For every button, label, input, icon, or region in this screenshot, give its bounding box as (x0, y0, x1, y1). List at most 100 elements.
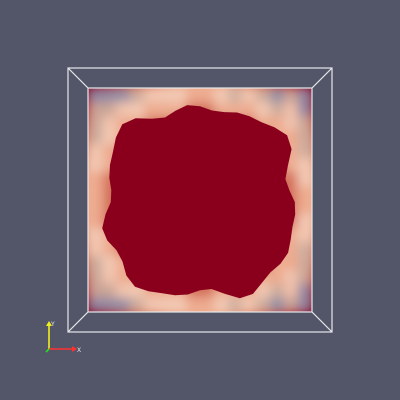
field-core (102, 105, 296, 299)
outline-edge-bl (67, 311, 89, 333)
field-cell (88, 284, 102, 298)
field-cell (284, 270, 298, 284)
field-cell (270, 298, 284, 312)
field-cell (284, 116, 298, 130)
field-cell (88, 242, 102, 256)
field-cell (102, 88, 116, 102)
field-cell (270, 284, 284, 298)
field-cell (102, 102, 116, 116)
field-cell (88, 256, 102, 270)
field-cell (130, 88, 144, 102)
field-cell (172, 88, 186, 102)
field-cell (200, 298, 214, 312)
field-cell (298, 228, 312, 242)
field-cell (144, 88, 158, 102)
field-cell (88, 186, 102, 200)
outline-front-face (67, 67, 333, 333)
field-cell (158, 88, 172, 102)
outline-back-face (87, 87, 313, 313)
field-cell (298, 158, 312, 172)
field-cell (88, 200, 102, 214)
field-cell (158, 102, 172, 116)
field-cell (102, 256, 116, 270)
field-cell (200, 88, 214, 102)
field-cell (298, 256, 312, 270)
field-cell (298, 214, 312, 228)
outline-edge-tl (67, 67, 89, 89)
field-cell (130, 298, 144, 312)
field-cell (144, 102, 158, 116)
field-cell (284, 172, 298, 186)
field-cell (214, 298, 228, 312)
field-cell (270, 116, 284, 130)
field-cell (256, 298, 270, 312)
field-cell (284, 88, 298, 102)
field-cell (88, 158, 102, 172)
field-cell (116, 102, 130, 116)
field-cell (102, 284, 116, 298)
field-cell (242, 88, 256, 102)
field-cell (102, 298, 116, 312)
field-cell (284, 102, 298, 116)
orientation-axes-widget: Y X (45, 321, 81, 354)
field-cell (298, 116, 312, 130)
field-cell (88, 270, 102, 284)
field-cell (186, 298, 200, 312)
field-cell (256, 284, 270, 298)
field-cell (88, 88, 102, 102)
field-cell (214, 88, 228, 102)
field-cell (298, 186, 312, 200)
field-cell (186, 88, 200, 102)
field-cell (228, 298, 242, 312)
outline-edge-br (311, 311, 333, 333)
field-cell (242, 298, 256, 312)
field-cell (116, 88, 130, 102)
field-cell (88, 144, 102, 158)
x-axis-arrow-icon (72, 346, 77, 352)
outline-edge-tr (311, 67, 333, 89)
field-cell (270, 102, 284, 116)
field-cell (116, 284, 130, 298)
field-cell (88, 130, 102, 144)
y-axis-glyph: Y (50, 321, 55, 328)
field-cell (284, 256, 298, 270)
field-cell (116, 298, 130, 312)
field-cell (256, 88, 270, 102)
z-axis-line (45, 348, 50, 353)
x-axis-glyph: X (77, 347, 81, 354)
field-cell (298, 172, 312, 186)
field-cell (298, 102, 312, 116)
field-cell (284, 298, 298, 312)
field-cell (172, 298, 186, 312)
bounding-box-outline (67, 67, 333, 333)
field-cell (88, 116, 102, 130)
field-cell (88, 298, 102, 312)
field-cell (256, 102, 270, 116)
field-cell (102, 130, 116, 144)
field-cell (144, 298, 158, 312)
field-cell (102, 116, 116, 130)
field-cell (158, 298, 172, 312)
field-cell (88, 102, 102, 116)
field-cell (284, 284, 298, 298)
y-axis-arrow-icon (46, 321, 52, 326)
field-cell (88, 228, 102, 242)
field-cell (298, 298, 312, 312)
field-cell (88, 214, 102, 228)
field-cell (298, 242, 312, 256)
field-cell (270, 270, 284, 284)
field-cell (242, 102, 256, 116)
field-cell (228, 88, 242, 102)
field-cell (298, 144, 312, 158)
field-cell (298, 200, 312, 214)
field-cell (102, 270, 116, 284)
field-cell (298, 270, 312, 284)
field-cell (88, 172, 102, 186)
field-cell (270, 88, 284, 102)
field-cell (298, 284, 312, 298)
field-cell (298, 130, 312, 144)
field-cell (298, 88, 312, 102)
field-cell (130, 102, 144, 116)
